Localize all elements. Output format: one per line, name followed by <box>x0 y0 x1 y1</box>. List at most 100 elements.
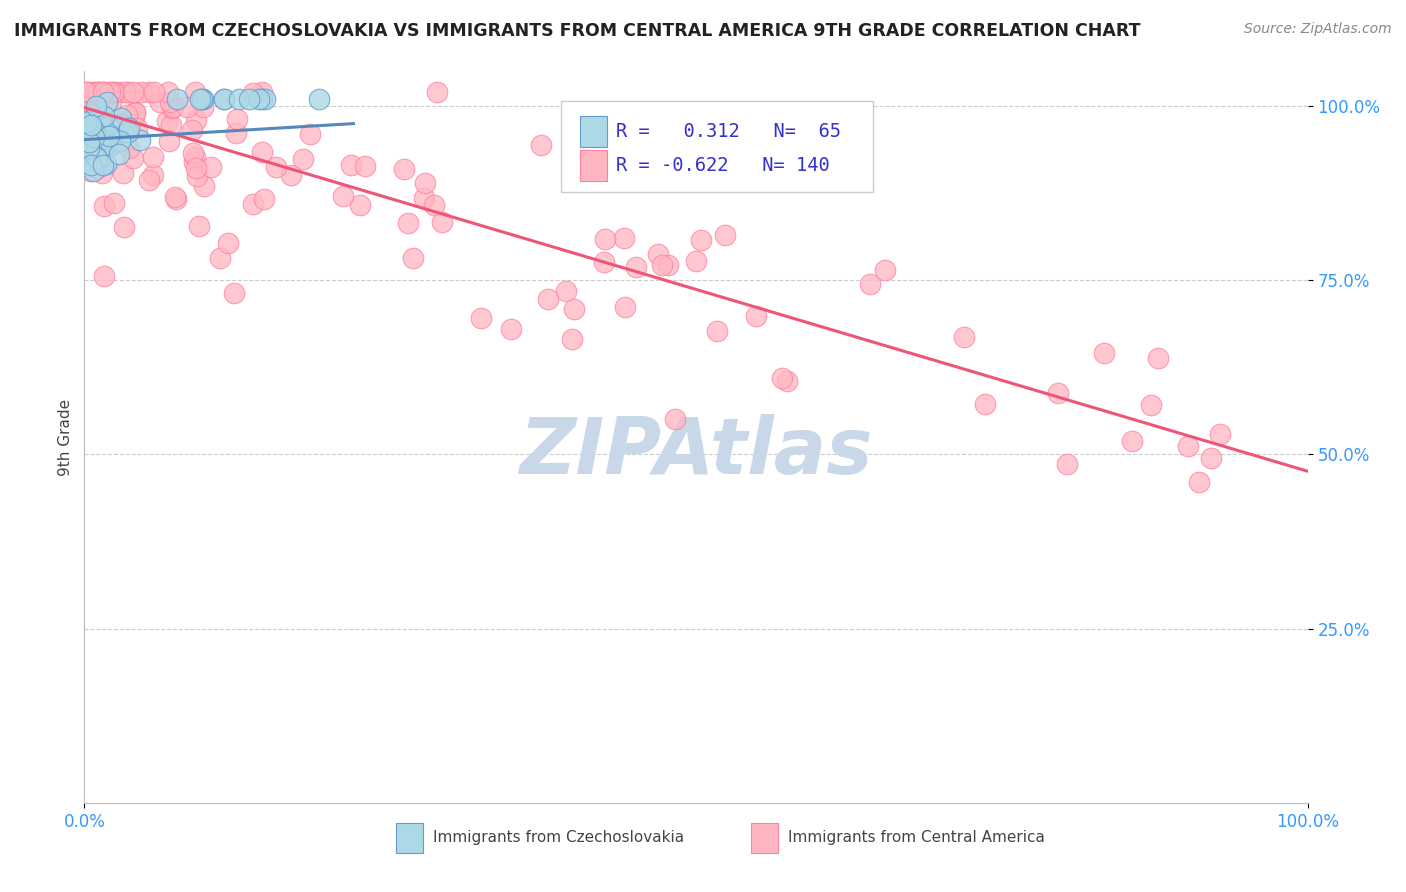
Point <box>87 136 110 151</box>
Point <box>165 192 187 206</box>
Point <box>112 119 135 133</box>
Point <box>91 85 114 99</box>
Point <box>117 85 139 99</box>
Point <box>82 124 104 138</box>
Point <box>250 92 273 106</box>
Point <box>118 141 141 155</box>
Point <box>191 100 214 114</box>
Point <box>626 260 648 275</box>
Point <box>183 145 205 160</box>
Point <box>423 197 446 211</box>
Point <box>1140 398 1163 412</box>
Text: ZIPAtlas: ZIPAtlas <box>519 414 873 490</box>
Point <box>82 142 104 156</box>
FancyBboxPatch shape <box>396 823 423 853</box>
Point <box>100 85 122 99</box>
Point <box>1121 434 1143 448</box>
Point <box>108 147 131 161</box>
Point <box>83 129 105 144</box>
Point <box>412 190 434 204</box>
Point <box>87 161 110 176</box>
Point <box>214 92 236 106</box>
Point <box>250 85 273 99</box>
Point <box>415 176 437 190</box>
Point <box>1046 386 1069 401</box>
Point <box>82 133 104 147</box>
Point <box>228 92 250 106</box>
Point <box>651 258 673 272</box>
Point <box>242 87 264 101</box>
Point <box>242 197 264 211</box>
Point <box>77 141 100 155</box>
Point <box>75 147 97 161</box>
Point <box>1177 439 1199 453</box>
Point <box>103 196 125 211</box>
Point <box>142 150 165 164</box>
Point <box>247 92 270 106</box>
Point <box>1188 475 1211 489</box>
Point <box>93 85 115 99</box>
Point <box>77 136 100 150</box>
Point <box>149 95 172 109</box>
Point <box>191 92 214 106</box>
Point <box>224 286 246 301</box>
Point <box>108 85 131 99</box>
Point <box>1056 457 1078 471</box>
Point <box>87 85 110 99</box>
Point <box>143 85 166 99</box>
Point <box>332 188 354 202</box>
Point <box>250 145 273 160</box>
Point <box>166 92 188 106</box>
Point <box>266 160 288 174</box>
Point <box>176 100 198 114</box>
FancyBboxPatch shape <box>561 101 873 192</box>
Point <box>115 108 138 122</box>
Point <box>396 216 419 230</box>
Point <box>84 126 107 140</box>
Point <box>873 263 896 277</box>
Y-axis label: 9th Grade: 9th Grade <box>58 399 73 475</box>
Point <box>82 121 104 136</box>
Point <box>79 147 101 161</box>
Point <box>100 94 122 108</box>
Point <box>124 105 146 120</box>
Point <box>859 277 882 292</box>
Point <box>163 189 186 203</box>
Point <box>501 321 523 335</box>
Point <box>217 235 239 250</box>
Point <box>75 114 97 128</box>
Point <box>156 113 179 128</box>
Text: Source: ZipAtlas.com: Source: ZipAtlas.com <box>1244 22 1392 37</box>
Point <box>90 115 112 129</box>
Point <box>75 85 97 99</box>
Point <box>159 95 181 110</box>
Point <box>112 220 135 235</box>
Point <box>776 374 799 388</box>
Point <box>184 161 207 175</box>
Point <box>90 138 112 153</box>
Point <box>111 166 134 180</box>
Point <box>96 140 118 154</box>
Point <box>91 120 114 134</box>
Point <box>83 130 105 145</box>
Point <box>253 192 276 206</box>
Point <box>613 231 636 245</box>
Point <box>225 112 247 127</box>
Point <box>82 164 104 178</box>
Point <box>156 85 179 99</box>
Point <box>1209 427 1232 442</box>
Point <box>392 162 415 177</box>
Point <box>186 112 208 127</box>
Point <box>308 92 330 106</box>
Point <box>685 253 707 268</box>
Point <box>770 371 793 385</box>
Point <box>125 121 148 136</box>
Point <box>554 284 576 298</box>
Point <box>280 168 302 182</box>
Point <box>713 227 735 242</box>
Point <box>76 140 98 154</box>
Text: Immigrants from Czechoslovakia: Immigrants from Czechoslovakia <box>433 830 685 846</box>
Point <box>86 151 108 165</box>
Point <box>593 232 616 246</box>
FancyBboxPatch shape <box>751 823 778 853</box>
